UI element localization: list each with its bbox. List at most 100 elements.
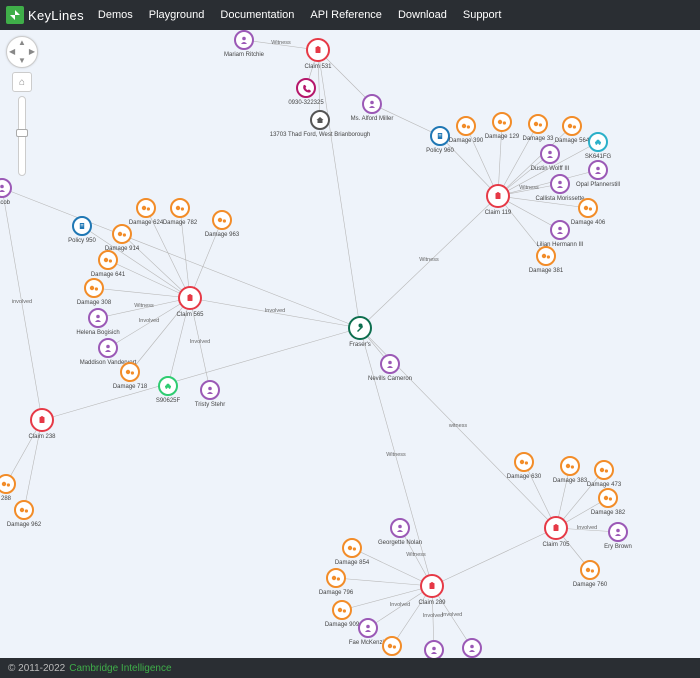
edge-label: Involved: [265, 308, 286, 314]
node-label: 288: [1, 496, 12, 502]
edge-label: witness: [448, 423, 468, 429]
node-person[interactable]: Dustin Wolff III: [531, 145, 570, 172]
brand-name: KeyLines: [28, 8, 84, 23]
node-person[interactable]: Jacob: [0, 179, 11, 206]
node-damage[interactable]: Damage 718: [113, 363, 148, 390]
nav-documentation[interactable]: Documentation: [220, 9, 294, 21]
node-damage[interactable]: Damage 760: [573, 561, 608, 588]
node-person[interactable]: Opal Pfannerstill: [576, 161, 620, 188]
node-damage[interactable]: Damage 963: [205, 211, 240, 238]
node-damage[interactable]: Damage 33: [522, 115, 554, 142]
edge-label: Involved: [139, 318, 160, 324]
pan-down-icon[interactable]: ▼: [18, 57, 26, 65]
footer-company-link[interactable]: Cambridge Intelligence: [69, 663, 171, 674]
nav-support[interactable]: Support: [463, 9, 502, 21]
edge-label: Witness: [406, 552, 426, 558]
node-label: Damage 308: [77, 300, 112, 306]
node-label: Damage 782: [163, 220, 198, 226]
edge-label: Involved: [390, 602, 411, 608]
node-person[interactable]: Tristy Stehr: [195, 381, 225, 408]
pan-right-icon[interactable]: ▶: [29, 48, 35, 56]
nav-download[interactable]: Download: [398, 9, 447, 21]
node-claim[interactable]: Claim 531: [304, 39, 332, 70]
node-label: Damage 641: [91, 272, 126, 278]
node-damage[interactable]: Damage 641: [91, 251, 126, 278]
graph-canvas[interactable]: InvolvedWitnessWitnesswitnessWitnessWitn…: [0, 30, 700, 658]
brand-logo[interactable]: KeyLines: [6, 6, 84, 24]
top-bar: KeyLines Demos Playground Documentation …: [0, 0, 700, 30]
node-damage[interactable]: Damage 624: [129, 199, 164, 226]
zoom-slider[interactable]: [18, 96, 26, 176]
zoom-handle[interactable]: [16, 129, 28, 137]
pan-control[interactable]: ▲ ▼ ▶ ◀: [6, 36, 38, 68]
home-button[interactable]: ⌂: [12, 72, 32, 92]
nav-demos[interactable]: Demos: [98, 9, 133, 21]
edge-label: Witness: [419, 257, 439, 263]
node-damage[interactable]: Damage 382: [591, 489, 626, 516]
edge[interactable]: [318, 50, 360, 328]
node-person[interactable]: Nevills Cameron: [368, 355, 412, 382]
edge[interactable]: [94, 288, 190, 298]
node-label: Dustin Wolff III: [531, 166, 570, 172]
node-damage[interactable]: Damage 129: [485, 113, 520, 140]
pan-up-icon[interactable]: ▲: [18, 39, 26, 47]
node-damage[interactable]: 288: [0, 475, 15, 502]
nav-api-reference[interactable]: API Reference: [310, 9, 382, 21]
node-person[interactable]: Lucy Hartmann: [452, 639, 493, 658]
node-damage[interactable]: Damage 383: [553, 457, 588, 484]
node-policy[interactable]: Policy 950: [68, 217, 96, 244]
network-svg[interactable]: InvolvedWitnessWitnesswitnessWitnessWitn…: [0, 30, 700, 658]
node-person[interactable]: Ms. Alford Miller: [351, 95, 394, 122]
node-label: Ery Brown: [604, 544, 632, 550]
edge[interactable]: [122, 234, 190, 298]
node-person[interactable]: London Bergstrom: [409, 641, 458, 658]
node-claim[interactable]: Claim 238: [28, 409, 56, 440]
node-damage[interactable]: Damage 381: [529, 247, 564, 274]
node-label: Mariam Ritchie: [224, 52, 265, 58]
node-label: Damage 854: [335, 560, 370, 566]
node-person[interactable]: Mariam Ritchie: [224, 31, 265, 58]
node-label: Damage 718: [113, 384, 148, 390]
node-label: Damage 383: [553, 478, 588, 484]
node-label: Damage 390: [449, 138, 484, 144]
nav-playground[interactable]: Playground: [149, 9, 205, 21]
node-damage[interactable]: Damage 308: [77, 279, 112, 306]
node-claim[interactable]: Claim 119: [485, 185, 512, 216]
node-damage[interactable]: Damage 390: [449, 117, 484, 144]
node-person[interactable]: Helena Bogisich: [76, 309, 119, 336]
node-label: Damage 760: [573, 582, 608, 588]
node-person[interactable]: Ery Brown: [604, 523, 632, 550]
nav-widget: ▲ ▼ ▶ ◀ ⌂: [6, 36, 38, 176]
node-person[interactable]: Georgette Nolan: [378, 519, 422, 546]
node-damage[interactable]: Damage 796: [319, 569, 354, 596]
edge-label: Witness: [519, 185, 539, 191]
node-claim[interactable]: Claim 565: [176, 287, 204, 318]
edge-label: involved: [12, 299, 32, 305]
node-damage[interactable]: Damage 782: [163, 199, 198, 226]
edge-label: Involved: [190, 339, 211, 345]
edge[interactable]: [108, 260, 190, 298]
node-frasers[interactable]: Fraser's: [349, 317, 371, 348]
footer-copyright: © 2011-2022: [8, 663, 65, 674]
edge-label: Involved: [442, 612, 463, 618]
node-person[interactable]: Maddison Vandervort: [80, 339, 137, 366]
node-label: Damage 624: [129, 220, 164, 226]
node-claim[interactable]: Claim 289: [418, 575, 446, 606]
node-damage[interactable]: Damage 630: [507, 453, 542, 480]
node-damage[interactable]: Damage 473: [587, 461, 622, 488]
edge[interactable]: [440, 136, 498, 196]
node-claim[interactable]: Claim 705: [542, 517, 570, 548]
node-label: Fraser's: [349, 342, 370, 348]
node-label: Damage 564: [555, 138, 590, 144]
pan-left-icon[interactable]: ◀: [9, 48, 15, 56]
edge[interactable]: [432, 528, 556, 586]
node-damage[interactable]: Damage 564: [555, 117, 590, 144]
node-person[interactable]: Callista Morissette: [535, 175, 585, 202]
node-label: Helena Bogisich: [76, 330, 119, 336]
node-damage[interactable]: Damage 914: [105, 225, 140, 252]
node-damage[interactable]: Damage 909: [325, 601, 360, 628]
node-label: Jacob: [0, 200, 11, 206]
node-damage[interactable]: Damage 406: [571, 199, 606, 226]
node-damage[interactable]: Damage 962: [7, 501, 42, 528]
node-damage[interactable]: Damage 854: [335, 539, 370, 566]
